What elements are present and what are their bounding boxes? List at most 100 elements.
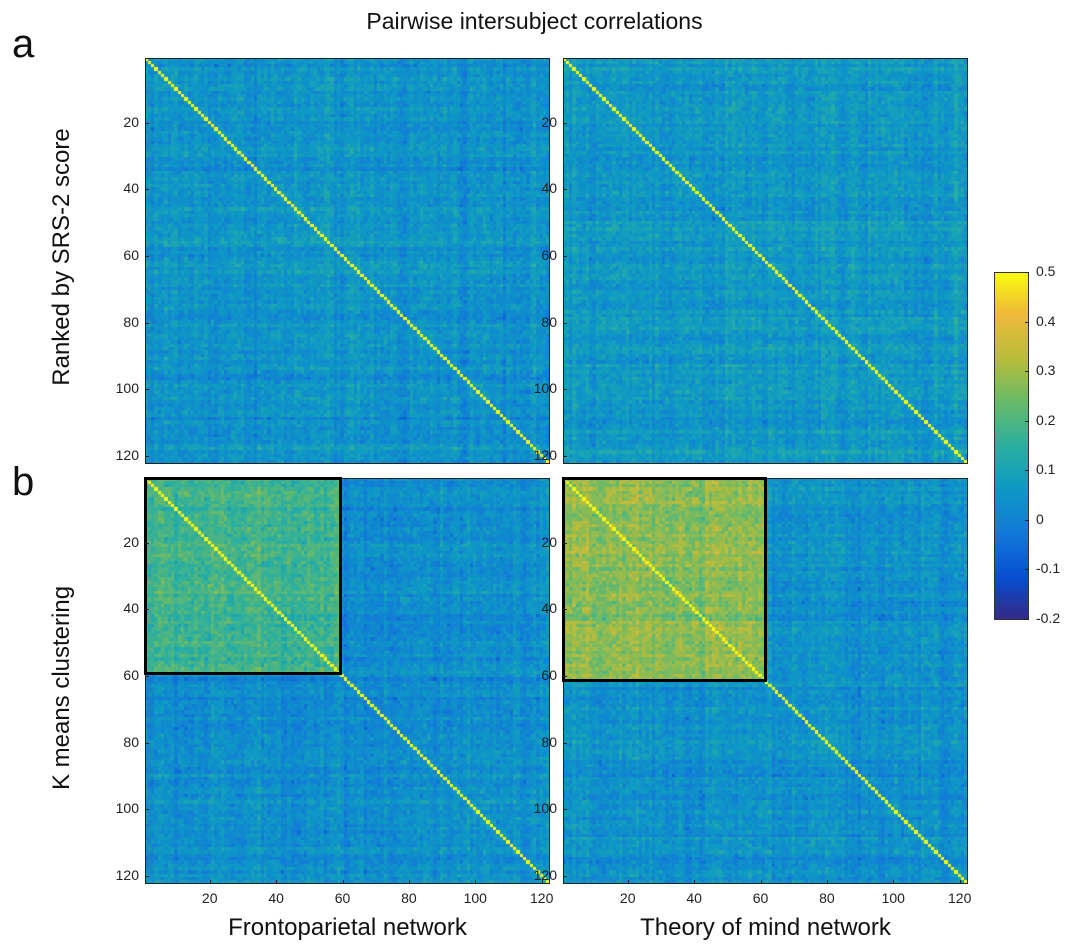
heatmap-cells (563, 58, 968, 464)
y-tick-label: 20 (541, 113, 557, 130)
x-tick-mark (408, 880, 410, 884)
heatmap-panel-b-theory-of-mind (562, 477, 968, 884)
y-tick-label: 60 (123, 247, 139, 263)
x-tick-mark (209, 880, 211, 884)
x-tick-label: 80 (819, 890, 835, 906)
y-tick-label: 100 (533, 800, 557, 817)
y-tick-mark (145, 809, 149, 811)
colorbar-tick-label: -0.1 (1036, 560, 1061, 577)
x-tick-label: 60 (752, 890, 769, 906)
x-tick-label: 20 (201, 890, 218, 906)
x-tick-mark (627, 880, 629, 884)
x-tick-label: 60 (334, 890, 351, 906)
y-tick-label: 120 (533, 866, 557, 883)
x-tick-label: 80 (401, 890, 417, 906)
y-tick-mark (145, 609, 149, 611)
x-tick-mark (475, 880, 477, 884)
column-label-theory-of-mind: Theory of mind network (640, 914, 891, 941)
colorbar-tick-mark (1025, 371, 1029, 373)
panel-letter-a: a (12, 22, 35, 66)
x-tick-mark (760, 880, 762, 884)
y-tick-label: 80 (123, 313, 139, 330)
x-tick-mark (959, 880, 961, 884)
colorbar-tick-mark (1025, 519, 1029, 521)
y-tick-mark (563, 676, 567, 677)
y-tick-mark (145, 322, 149, 324)
x-tick-mark (276, 880, 278, 884)
y-tick-mark (563, 809, 567, 811)
y-tick-mark (563, 875, 567, 877)
x-tick-label: 40 (686, 890, 702, 906)
colorbar-tick-label: 0.5 (1036, 263, 1056, 279)
x-tick-mark (342, 880, 344, 884)
y-tick-label: 120 (115, 866, 139, 883)
column-label-frontoparietal: Frontoparietal network (228, 914, 467, 941)
y-tick-mark (563, 742, 567, 744)
y-tick-mark (563, 256, 567, 257)
heatmap-panel-b-frontoparietal (144, 477, 550, 884)
y-tick-mark (563, 322, 567, 324)
row-label-kmeans: K means clustering (48, 585, 75, 791)
heatmap-panel-a-frontoparietal (145, 58, 550, 464)
y-tick-mark (563, 389, 567, 391)
y-tick-label: 80 (123, 733, 139, 750)
figure-title: Pairwise intersubject correlations (366, 8, 703, 34)
colorbar-tick-mark (1025, 272, 1029, 273)
x-tick-mark (694, 880, 696, 884)
x-tick-label: 40 (268, 890, 284, 906)
colorbar-tick-label: 0 (1036, 510, 1044, 527)
colorbar-tick-mark (1025, 420, 1029, 422)
x-tick-label: 120 (530, 890, 554, 906)
y-tick-label: 40 (123, 180, 139, 197)
y-tick-mark (145, 875, 149, 877)
x-tick-label: 100 (881, 890, 905, 906)
heatmap-cells (563, 478, 968, 884)
colorbar-tick-mark (1025, 619, 1029, 620)
heatmap-cells (145, 478, 550, 884)
y-tick-mark (145, 389, 149, 391)
y-tick-mark (145, 742, 149, 744)
y-tick-label: 20 (123, 113, 139, 130)
colorbar-tick-label: -0.2 (1036, 610, 1061, 626)
y-tick-label: 60 (541, 247, 557, 263)
x-tick-label: 120 (948, 890, 972, 906)
heatmap-cells (145, 58, 550, 464)
y-tick-mark (563, 542, 567, 544)
y-tick-mark (145, 542, 149, 544)
y-tick-mark (563, 189, 567, 191)
y-tick-mark (145, 676, 149, 677)
y-tick-label: 60 (541, 667, 557, 683)
colorbar-tick-label: 0.1 (1036, 461, 1056, 478)
x-tick-label: 100 (463, 890, 487, 906)
colorbar-tick-mark (1025, 569, 1029, 571)
y-tick-label: 60 (123, 667, 139, 683)
y-tick-label: 40 (123, 600, 139, 617)
y-tick-mark (145, 189, 149, 191)
y-tick-label: 20 (123, 533, 139, 550)
y-tick-mark (145, 455, 149, 457)
x-tick-mark (826, 880, 828, 884)
panel-letter-b: b (12, 460, 35, 504)
y-tick-mark (145, 122, 149, 124)
y-tick-label: 40 (541, 600, 557, 617)
y-tick-label: 100 (533, 380, 557, 397)
colorbar-frame (994, 272, 1029, 620)
row-label-srs: Ranked by SRS-2 score (48, 128, 75, 386)
colorbar-tick-label: 0.3 (1036, 362, 1056, 379)
heatmap-panel-a-theory-of-mind (563, 58, 968, 464)
colorbar-tick-mark (1025, 470, 1029, 472)
y-tick-label: 100 (115, 800, 139, 817)
y-tick-label: 80 (541, 733, 557, 750)
y-tick-label: 20 (541, 533, 557, 550)
colorbar-gradient (994, 272, 1029, 620)
y-tick-label: 40 (541, 180, 557, 197)
colorbar-tick-label: 0.2 (1036, 411, 1056, 428)
y-tick-label: 100 (115, 380, 139, 397)
x-tick-mark (541, 880, 543, 884)
y-tick-label: 120 (533, 446, 557, 463)
colorbar-tick-mark (1025, 321, 1029, 323)
y-tick-mark (563, 122, 567, 124)
y-tick-label: 80 (541, 313, 557, 330)
y-tick-mark (563, 609, 567, 611)
x-tick-label: 20 (619, 890, 636, 906)
